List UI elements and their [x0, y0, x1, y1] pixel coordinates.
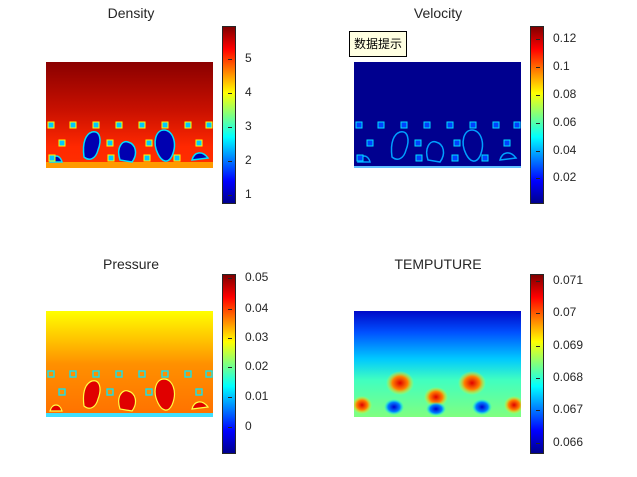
velocity-colorbar — [530, 26, 544, 204]
pressure-colorbar-tick: 0.04 — [227, 301, 269, 315]
velocity-title: Velocity — [413, 5, 463, 21]
temperature-colorbar-tick: 0.069 — [535, 338, 584, 352]
pressure-colorbar-tick: 0.03 — [227, 330, 269, 344]
temperature-colorbar-tick: 0.066 — [535, 435, 584, 449]
velocity-colorbar-tick: 0.06 — [535, 115, 577, 129]
density-colorbar-tick: 3 — [228, 119, 252, 133]
pressure-colorbar-tick: 0.02 — [227, 359, 269, 373]
density-colorbar-tick: 5 — [228, 51, 252, 65]
temperature-colorbar-tick: 0.07 — [535, 305, 577, 319]
density-title: Density — [107, 5, 155, 21]
temperature-colorbar-tick: 0.068 — [535, 370, 584, 384]
velocity-colorbar-tick: 0.1 — [536, 59, 570, 73]
velocity-colorbar-tick: 0.08 — [535, 87, 577, 101]
velocity-colorbar-tick: 0.02 — [535, 170, 577, 184]
velocity-colorbar-tick: 0.12 — [535, 31, 577, 45]
density-heatmap[interactable] — [46, 62, 213, 168]
velocity-heatmap[interactable] — [354, 62, 521, 168]
density-colorbar — [222, 26, 236, 204]
pressure-colorbar-tick: 0 — [228, 419, 252, 433]
pressure-title: Pressure — [102, 256, 160, 272]
temperature-colorbar — [530, 274, 544, 454]
data-tip-tooltip[interactable]: 数据提示 — [349, 31, 408, 57]
pressure-colorbar-tick: 0.01 — [227, 389, 269, 403]
pressure-colorbar — [222, 274, 236, 454]
density-colorbar-tick: 4 — [228, 85, 252, 99]
density-colorbar-tick: 1 — [228, 187, 252, 201]
temperature-colorbar-tick: 0.067 — [535, 402, 584, 416]
velocity-colorbar-tick: 0.04 — [535, 143, 577, 157]
density-colorbar-tick: 2 — [228, 153, 252, 167]
pressure-colorbar-tick: 0.05 — [227, 270, 269, 284]
temperature-heatmap[interactable] — [354, 311, 521, 417]
pressure-heatmap[interactable] — [46, 311, 213, 417]
temperature-colorbar-tick: 0.071 — [535, 273, 584, 287]
temperature-title: TEMPUTURE — [394, 256, 482, 272]
